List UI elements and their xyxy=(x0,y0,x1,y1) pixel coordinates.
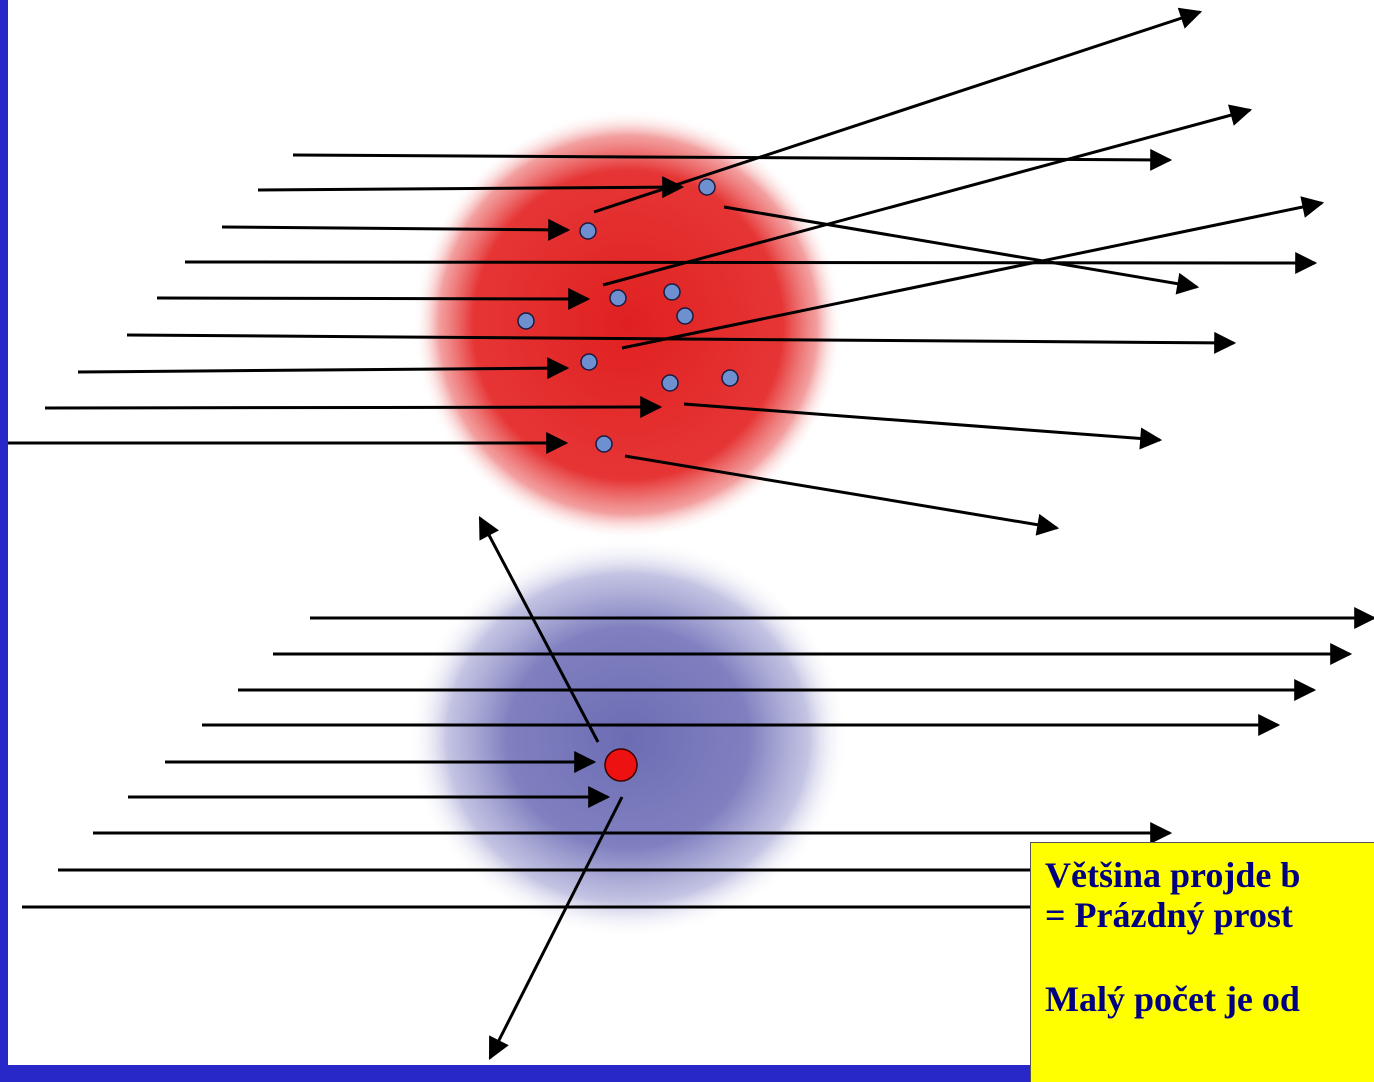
particle xyxy=(721,369,739,387)
nucleus xyxy=(604,748,638,782)
ray-out-4 xyxy=(621,196,1325,350)
note-line-1: Většina projde b xyxy=(1045,855,1301,895)
ray-in-6 xyxy=(126,331,1237,354)
ray-in-7 xyxy=(77,357,570,380)
note-spacer xyxy=(1045,935,1374,979)
ray-out-1 xyxy=(593,7,1203,214)
ray-in-2 xyxy=(257,176,685,199)
ray-in-4 xyxy=(184,251,1318,274)
ray-backscatter-down xyxy=(488,796,624,1060)
explanation-note: Většina projde b = Prázdný prost Malý po… xyxy=(1030,842,1374,1082)
particle xyxy=(517,312,535,330)
ray-in-3 xyxy=(221,218,571,241)
upper-atom-cloud xyxy=(413,110,843,540)
particle xyxy=(676,307,694,325)
ray-out-2 xyxy=(602,104,1253,287)
ray-out-3 xyxy=(723,205,1200,295)
note-line-2: = Prázdný prost xyxy=(1045,895,1293,935)
particle xyxy=(661,374,679,392)
lower-atom-cloud xyxy=(408,538,848,938)
ray-backscatter-up xyxy=(478,516,600,743)
particle xyxy=(579,222,597,240)
note-line-3: Malý počet je od xyxy=(1045,979,1300,1019)
ray-out-5 xyxy=(683,402,1163,450)
ray-in-5 xyxy=(156,287,591,310)
particle xyxy=(663,283,681,301)
particle xyxy=(609,289,627,307)
ray-in-8 xyxy=(44,396,663,419)
particle xyxy=(580,353,598,371)
ray-in-1 xyxy=(292,148,1173,171)
ray-out-6 xyxy=(624,454,1060,536)
particle xyxy=(698,178,716,196)
particle xyxy=(595,435,613,453)
